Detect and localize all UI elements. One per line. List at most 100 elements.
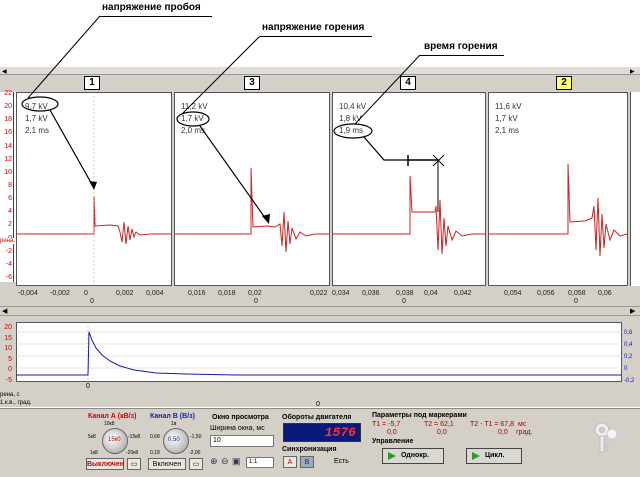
knob-mark: 0,18 [150,450,160,456]
bottom-left-tick: -5 [5,376,12,384]
channel-a-toggle[interactable]: Выключен [86,458,124,470]
channel-tab-3[interactable]: 3 [244,76,260,90]
marker-t2-value: 0,0 [437,429,447,436]
y-tick-label: 4 [8,208,12,216]
window-width-input[interactable]: 10 [210,435,274,447]
x-zero-label: 0 [90,298,94,305]
y-axis-line [13,92,14,282]
x-tick-label: 0,018 [218,290,236,297]
annotation-arrow [27,15,101,99]
ignition-trace-1 [17,195,171,245]
x-tick-label: 0,06 [598,290,612,297]
y-tick-label: 22 [4,90,12,97]
x-zero-label: 0 [574,298,578,305]
bottom-left-tick: 20 [4,324,12,331]
burn-time-reading: 2,1 ms [495,126,520,135]
x-tick-label: 0,02 [248,290,262,297]
zoom-in-icon[interactable]: ⊕ [210,456,218,466]
zoom-select[interactable]: 1:1 [246,457,274,468]
knob-mark: 1в [171,421,177,427]
knob-mark: 1к8 [90,450,98,456]
y-tick-label: 14 [4,142,12,150]
channel-tab-1[interactable]: 1 [84,76,100,90]
bottom-x-zero: 0 [86,383,90,390]
x-tick-label: 0,036 [362,290,380,297]
y-tick-label: -2 [5,247,12,255]
bottom-trace-overlay [16,322,622,382]
annotation-breakdown-voltage: напряжение пробоя [102,2,201,13]
y-tick-label: 8 [8,182,12,189]
keys-logo-icon [588,418,622,458]
x-tick-label: 0,056 [537,290,555,297]
y-tick-label: 18 [4,116,12,124]
zoom-fit-icon[interactable]: ▣ [232,456,241,466]
sync-b-button[interactable]: В [300,456,314,468]
arrowhead [262,214,270,224]
bottom-right-tick: 0,2 [624,354,633,360]
top-scroll-zero: 0 [316,401,320,408]
scope-panel-2: 11,6 kV 1,7 kV 2,1 ms [488,92,628,286]
marker-diff-value: 0,0 [498,429,508,436]
time-axis-label: рена, с [0,392,20,398]
scroll-left-icon[interactable]: ◀ [2,69,7,75]
channel-b-scale: 0,50 [168,437,180,443]
cycle-button[interactable]: Цикл. [466,448,522,464]
ignition-trace-2 [489,163,628,257]
bottom-right-tick: 0 [624,366,628,372]
y-tick-label: 16 [4,129,12,137]
window-width-label: Ширина окна, мс [210,425,265,432]
channel-b-knob[interactable] [163,428,189,454]
knob-mark: 0,68 [150,434,160,440]
top-y-axis [0,92,16,282]
rpm-title: Обороты двигателя [282,414,352,421]
channel-tab-4[interactable]: 4 [400,76,416,90]
bottom-right-tick: 0,4 [624,342,633,348]
knob-mark: -15к8 [128,434,141,440]
play-icon [388,452,396,460]
scope-panel-3: 11,2 kV 1,7 kV 2,0 ms [174,92,330,286]
y-tick-label: 10 [4,168,12,176]
play-icon [472,452,480,460]
x-tick-label: 0,054 [504,290,522,297]
ignition-trace-4 [333,175,485,255]
channel-b-trace [16,331,622,376]
bottom-left-tick: 5 [8,355,12,363]
annotation-arrow [354,54,421,125]
mid-scroll-bar[interactable] [0,306,640,316]
zoom-out-icon[interactable]: ⊖ [221,456,229,466]
breakdown-kv-reading: 10,4 kV [339,102,367,111]
trace-overlay [17,15,628,286]
sync-a-button[interactable]: А [283,456,297,468]
burn-kv-reading: 1,8 kV [339,114,362,123]
top-scroll-bar[interactable] [0,67,640,75]
burn-time-reading: 1,9 ms [339,126,364,135]
channel-tab-2[interactable]: 2 [556,76,572,90]
x-tick-label: 0 [84,290,88,297]
x-zero-label: 0 [402,298,406,305]
y-tick-label: 2 [8,221,12,229]
single-shot-button[interactable]: Однокр. [382,448,444,464]
y-tick-label: 20 [4,103,12,111]
marker-t1-value: 0,0 [387,429,397,436]
scroll-right-icon[interactable]: ▶ [630,69,635,75]
knob-mark: 10к8 [104,421,115,427]
burn-time-reading: 2,1 ms [25,126,50,135]
channel-b-toggle[interactable]: Включен [148,458,186,470]
scroll-left-icon[interactable]: ◀ [2,308,8,315]
channel-a-scale: 15к0 [108,437,121,443]
unit-deg: град. [516,429,533,436]
channel-a-settings-icon[interactable]: ▭ [127,458,141,470]
breakdown-kv-reading: 9,7 kV [25,102,48,111]
burn-voltage-ellipse [176,111,210,127]
scroll-right-icon[interactable]: ▶ [630,308,636,315]
burn-kv-reading: 1,7 kV [495,114,518,123]
x-tick-label: 0,034 [332,290,350,297]
y-tick-label: -6 [5,274,12,281]
channel-b-settings-icon[interactable]: ▭ [189,458,203,470]
angle-axis-label: 1.к.в., град. [0,400,32,406]
channel-a-knob[interactable] [102,428,128,454]
annotation-burn-voltage: напряжение горения [262,22,365,33]
ignition-trace-3 [175,167,329,253]
burn-kv-reading: 1,7 kV [25,114,48,123]
arrowhead [89,181,97,190]
